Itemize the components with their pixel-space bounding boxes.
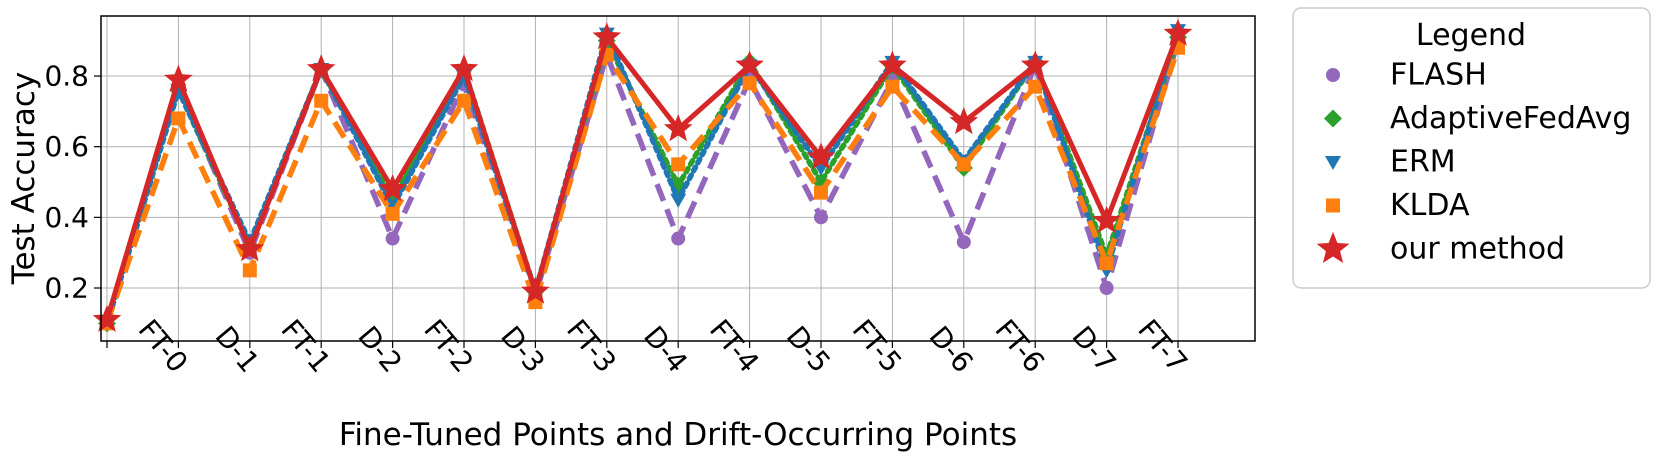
series-layer <box>92 18 1193 333</box>
x-tick-label: FT-6 <box>989 313 1052 379</box>
series-erm <box>99 24 1186 332</box>
legend-box <box>1292 7 1651 289</box>
data-point <box>949 107 979 135</box>
legend-marker <box>1316 231 1350 263</box>
x-tick-label: D-4 <box>637 320 694 379</box>
data-point <box>164 64 193 92</box>
data-point <box>1163 18 1193 46</box>
data-point <box>1028 79 1043 94</box>
data-point <box>92 304 122 332</box>
series-line <box>104 32 1181 321</box>
data-point <box>1092 205 1121 233</box>
x-tick-label: D-1 <box>209 320 266 379</box>
series-line <box>104 46 1181 325</box>
data-point <box>814 210 828 225</box>
data-point <box>670 193 687 208</box>
x-tick-label: D-7 <box>1065 320 1122 379</box>
legend-item: our method <box>1316 231 1565 267</box>
data-point <box>592 22 622 50</box>
data-point <box>735 50 764 78</box>
x-tick-label: FT-3 <box>560 313 623 379</box>
legend-item: KLDA <box>1326 188 1470 223</box>
data-point <box>806 142 836 170</box>
legend-label: our method <box>1390 232 1565 267</box>
data-point <box>885 79 900 94</box>
x-tick-label: FT-1 <box>275 313 338 379</box>
x-tick-label: FT-7 <box>1131 313 1194 379</box>
data-point <box>314 93 329 108</box>
data-point <box>306 54 336 82</box>
legend-label: AdaptiveFedAvg <box>1390 101 1631 136</box>
y-tick-label: 0.4 <box>44 201 89 234</box>
legend-item: FLASH <box>1326 58 1487 93</box>
legend-items: FLASH AdaptiveFedAvg ERM KLDA our method <box>1316 58 1631 267</box>
data-point <box>242 263 257 278</box>
y-axis-label: Test Accuracy <box>6 72 42 285</box>
legend-label: ERM <box>1390 145 1456 180</box>
data-point <box>956 235 971 250</box>
data-point <box>814 185 828 200</box>
legend: Legend FLASH AdaptiveFedAvg ERM KLDA our met… <box>1292 7 1651 289</box>
data-point <box>1099 281 1114 296</box>
data-point <box>449 54 479 82</box>
data-point <box>385 206 400 221</box>
y-tick-label: 0.8 <box>44 60 89 93</box>
x-axis-label: Fine-Tuned Points and Drift-Occurring Po… <box>339 417 1017 453</box>
data-point <box>956 157 971 172</box>
data-point <box>385 231 400 246</box>
y-tick-label: 0.2 <box>44 272 89 305</box>
data-point <box>663 114 693 142</box>
data-point <box>171 111 186 126</box>
series-our-method <box>92 18 1193 332</box>
data-point <box>878 50 907 78</box>
data-point <box>457 93 471 108</box>
legend-marker <box>1326 198 1340 213</box>
x-tick-label: FT-2 <box>417 313 480 379</box>
y-tick-label: 0.6 <box>44 130 89 163</box>
ticks: FT-0 D-1 FT-1 D-2 FT-2 D-3 FT-3 D-4 FT-4 D-5 FT-5 D… <box>44 60 1194 379</box>
data-point <box>1099 256 1114 271</box>
legend-marker <box>1326 68 1340 82</box>
x-tick-label: FT-5 <box>846 313 909 379</box>
legend-item: ERM <box>1325 145 1456 180</box>
x-tick-label: D-6 <box>923 320 980 379</box>
legend-marker <box>1325 156 1341 170</box>
legend-title: Legend <box>1416 18 1526 53</box>
x-tick-label: D-2 <box>351 320 408 379</box>
x-tick-label: D-3 <box>494 320 551 379</box>
x-tick-label: D-5 <box>780 320 837 379</box>
legend-marker <box>1324 109 1342 128</box>
series-klda <box>100 40 1185 331</box>
data-point <box>235 234 265 262</box>
data-point <box>742 76 757 91</box>
data-point <box>671 231 686 246</box>
data-point <box>378 174 407 202</box>
legend-label: FLASH <box>1390 58 1487 93</box>
series-line <box>104 27 1181 327</box>
x-tick-label: FT-4 <box>703 313 766 379</box>
data-point <box>521 276 550 304</box>
legend-item: AdaptiveFedAvg <box>1324 101 1631 136</box>
data-point <box>671 157 686 172</box>
x-tick-label: FT-0 <box>132 313 195 379</box>
legend-label: KLDA <box>1390 188 1470 223</box>
data-point <box>1020 50 1050 78</box>
